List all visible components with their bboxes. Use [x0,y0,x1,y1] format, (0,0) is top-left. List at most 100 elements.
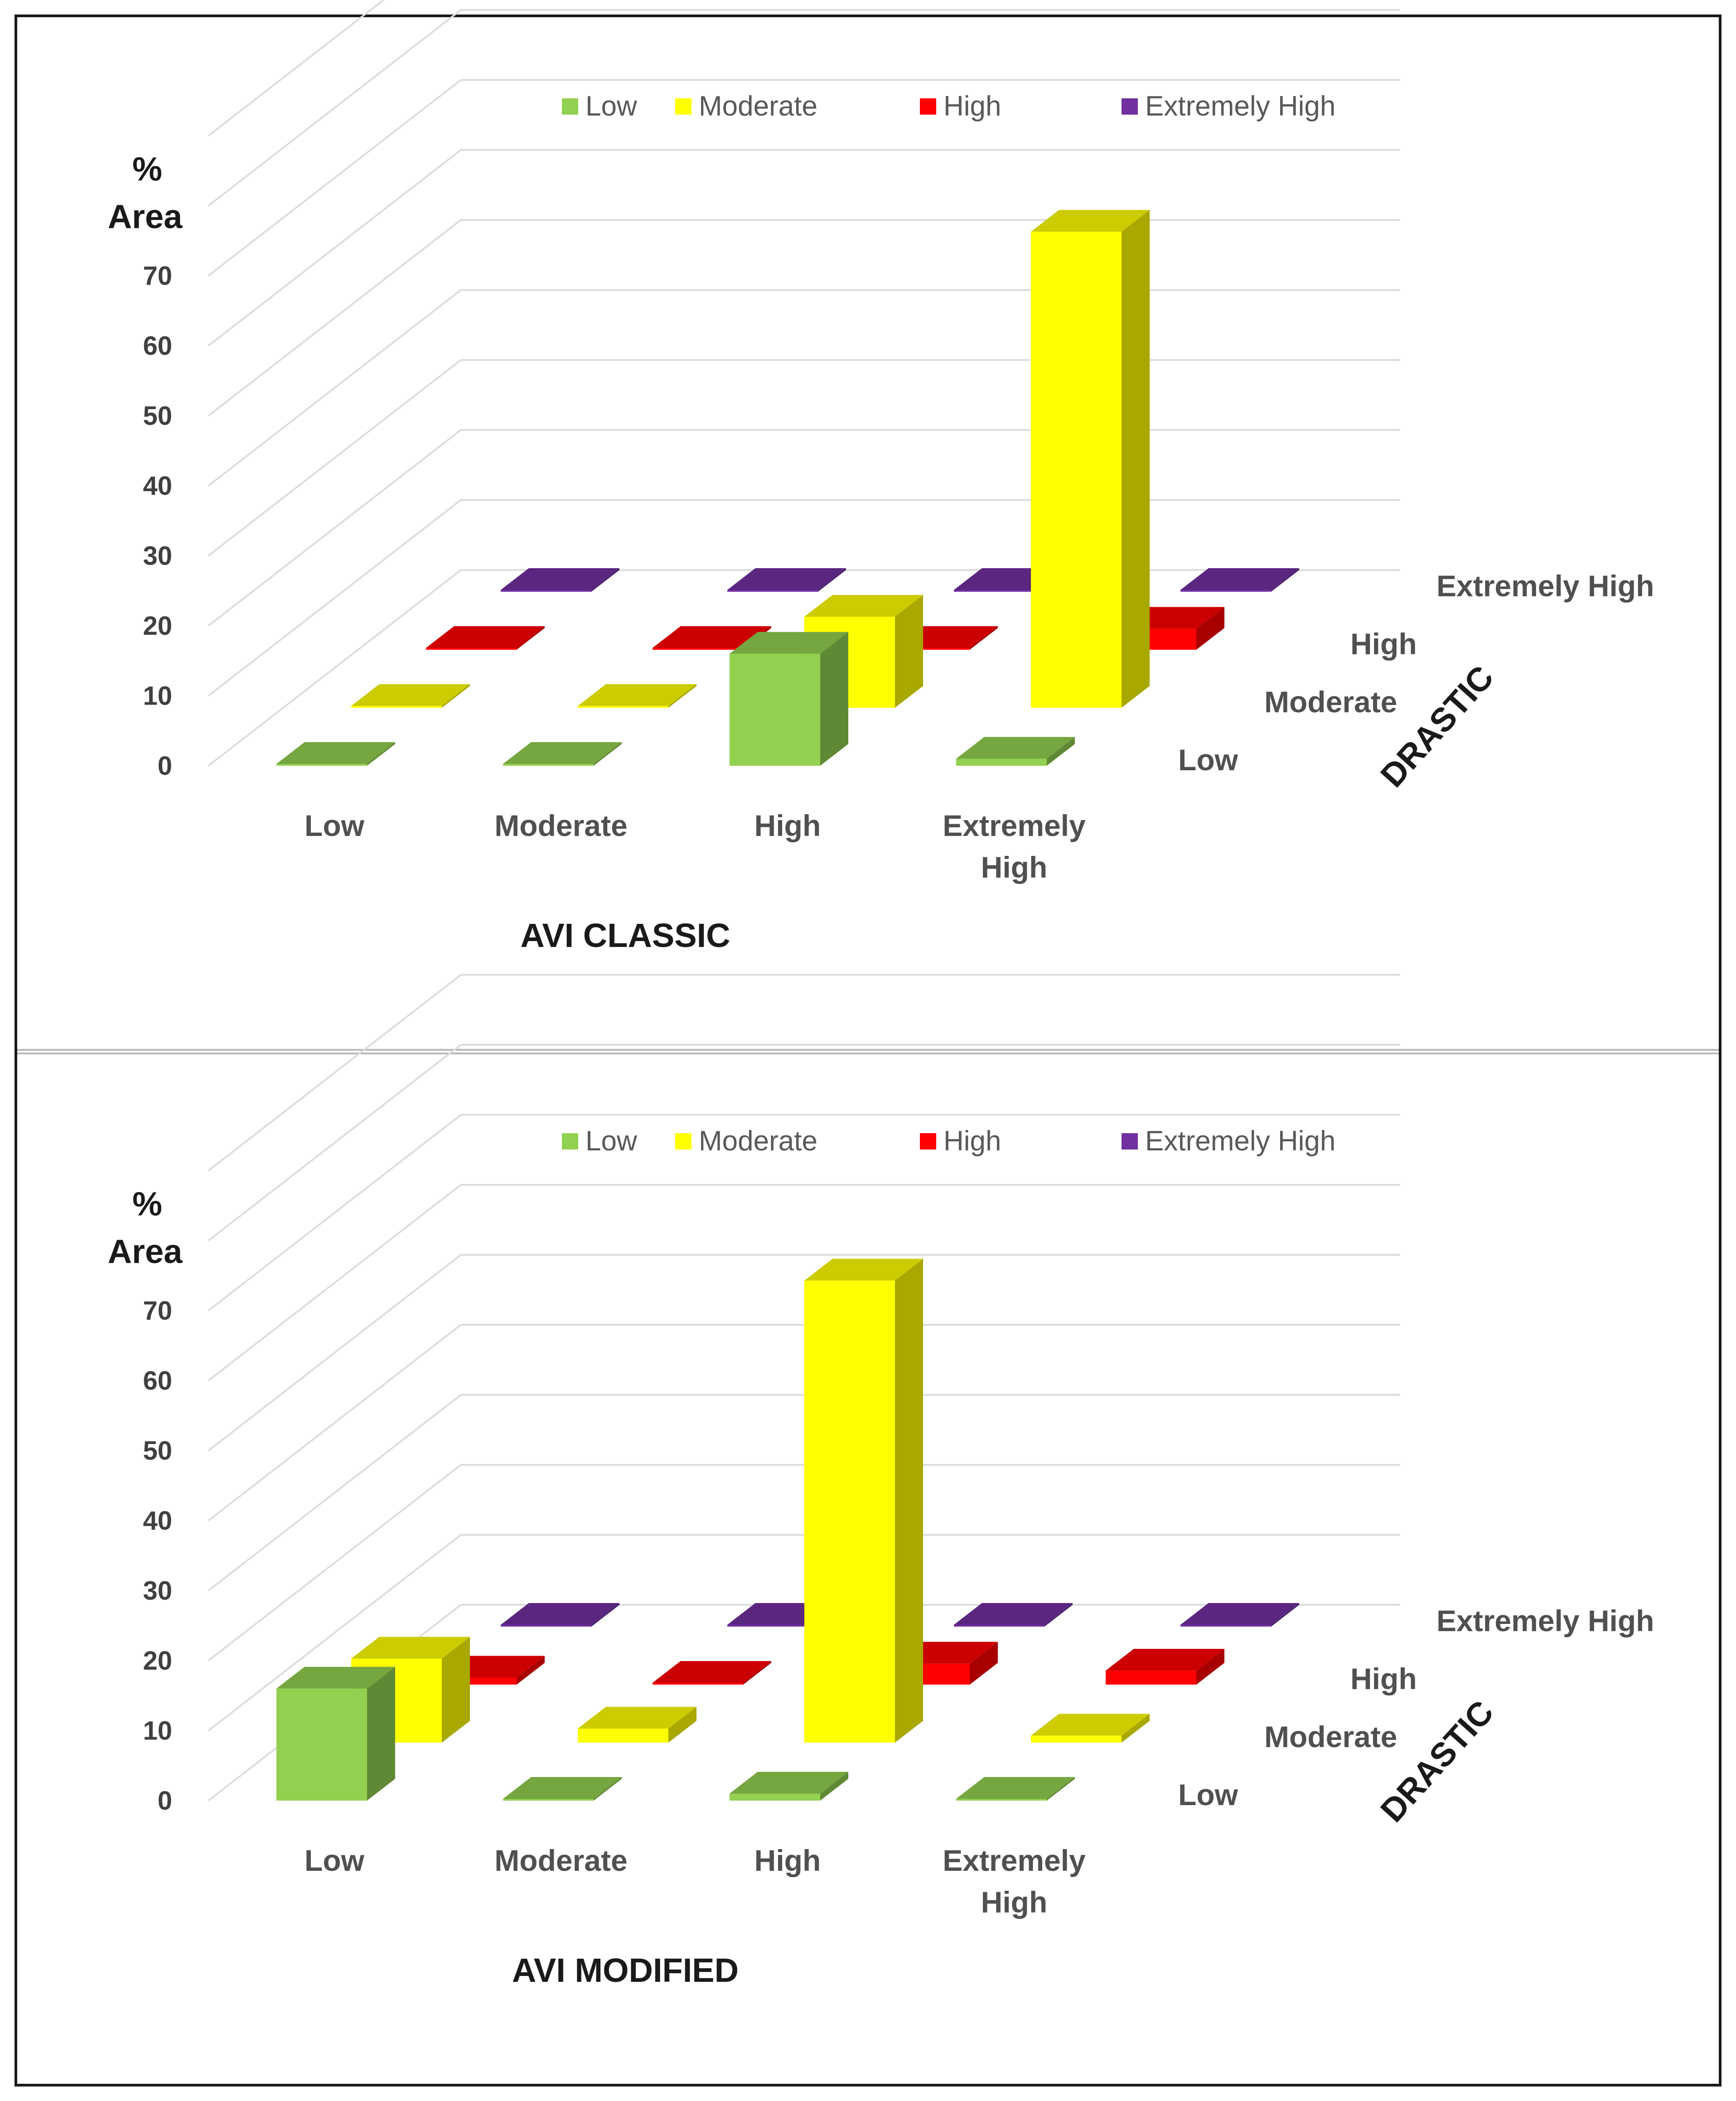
bar-low-extremely-high-front [956,1799,1047,1801]
bar-extremely-high-extremely-high-top [1180,1603,1299,1625]
bar-extremely-high-moderate-front [727,1625,818,1627]
bar-moderate-moderate-top [578,684,696,706]
bar-high-low-front [426,648,517,650]
bar-low-low-side [367,742,395,766]
side-gridline [208,219,462,417]
y-tick-label: 10 [143,1716,172,1746]
bar-extremely-high-extremely-high [1180,568,1299,592]
bar-low-high-front [730,653,820,766]
x-category-label: Moderate [494,809,627,842]
bar-extremely-high-moderate-side [818,568,846,592]
bar-moderate-extremely-high-side [1122,1714,1150,1743]
bar-low-moderate-top [503,1777,622,1799]
bar-low-low-front [276,764,367,766]
x-category-label: Low [305,809,365,842]
depth-axis-title: DRASTIC [1373,1693,1501,1829]
bar-moderate-low-side [442,1637,470,1743]
side-gridline [208,289,462,487]
y-tick-label: 40 [143,1506,172,1536]
legend-label: Low [585,91,637,122]
bar-extremely-high-low-top [501,568,619,590]
legend-label: Low [585,1125,637,1157]
x-axis-title: AVI MODIFIED [512,1951,739,1989]
bar-low-high-front [730,1793,820,1801]
bar-high-high-side [970,1642,998,1685]
bar-moderate-high-top [804,595,923,617]
side-gridline [208,974,462,1172]
bar-low-extremely-high-top [956,737,1075,759]
side-gridline [208,79,462,277]
bar-moderate-low [351,684,470,708]
y-axis-title-area: Area [108,1233,183,1270]
bar-low-low-top [276,742,395,764]
bar-extremely-high-low-front [501,1625,591,1627]
y-tick-label: 40 [143,471,172,501]
bar-extremely-high-high-front [954,1625,1045,1627]
side-gridline [208,499,462,697]
bar-low-low [276,1666,395,1801]
side-gridline [208,429,462,627]
bar-low-moderate-front [503,1799,594,1801]
bar-extremely-high-low [501,568,619,592]
legend-swatch-moderate [675,1133,691,1150]
bar-low-moderate-side [594,742,622,766]
bar-low-extremely-high [956,1777,1075,1801]
bar-moderate-extremely-high-top [1031,1714,1150,1736]
bar-high-moderate-top [653,626,771,648]
bar-moderate-low-top [351,1637,470,1659]
bar-low-extremely-high-side [1047,1777,1075,1801]
bar-extremely-high-low [501,1603,619,1627]
side-gridline [208,9,462,207]
legend-swatch-moderate [675,98,691,115]
bar-high-low-side [517,1656,545,1685]
avi-classic-chart: 70 60 50 40 30 20 10 0% Area Low Moderate High Extre… [108,0,1654,954]
bar-high-low-top [426,626,545,648]
depth-axis-label: Extremely High [1436,569,1654,603]
bar-low-low [276,742,395,766]
bar-low-high [730,632,848,766]
y-tick-label: 60 [143,1366,172,1396]
legend-label: Extremely High [1145,1125,1335,1157]
bar-high-moderate [653,1661,771,1685]
depth-axis-label: Moderate [1264,685,1397,719]
bar-extremely-high-moderate-front [727,590,818,592]
legend-label: Extremely High [1145,91,1335,122]
bar-low-high-top [730,632,848,654]
bar-moderate-moderate-side [668,684,696,708]
bar-high-extremely-high-top [1106,1649,1224,1671]
bar-low-extremely-high-side [1047,737,1075,766]
side-gridline [208,359,462,557]
y-tick-label: 30 [143,1576,172,1606]
x-category-label: Moderate [494,1844,627,1877]
bar-moderate-extremely-high [1031,210,1150,708]
bar-extremely-high-moderate [727,568,846,592]
bar-extremely-high-extremely-high-front [1180,1625,1271,1627]
bar-high-extremely-high-side [1196,607,1224,650]
x-category-label: High [754,809,821,842]
bar-low-high-side [820,1772,848,1801]
y-tick-label: 60 [143,331,172,361]
legend-label: Moderate [699,91,817,122]
side-gridline [208,1464,462,1661]
bar-low-high-side [820,632,848,766]
y-axis-title-percent: % [132,1185,162,1223]
y-tick-label: 70 [143,1296,172,1326]
depth-axis-label: Extremely High [1436,1604,1654,1637]
bar-moderate-moderate-front [578,706,668,708]
bar-moderate-high-side [895,1259,923,1743]
x-category-label: High [754,1844,821,1877]
legend-swatch-low [562,98,578,115]
bar-extremely-high-high-top [954,1603,1073,1625]
bar-extremely-high-low-side [591,1603,619,1627]
y-axis-title-percent: % [132,150,162,188]
avi-modified-chart: 70 60 50 40 30 20 10 0% Area Low Moderate High Extre… [108,974,1654,1989]
depth-axis-title: DRASTIC [1373,658,1501,794]
bar-extremely-high-extremely-high-side [1271,1603,1299,1627]
y-tick-label: 0 [158,1786,172,1816]
side-gridline [208,1254,462,1452]
bar-low-moderate-top [503,742,622,764]
y-axis-title-area: Area [108,198,183,236]
figure-frame [15,14,1721,2087]
bar-low-low-front [276,1688,367,1801]
bar-moderate-moderate-front [578,1729,668,1743]
